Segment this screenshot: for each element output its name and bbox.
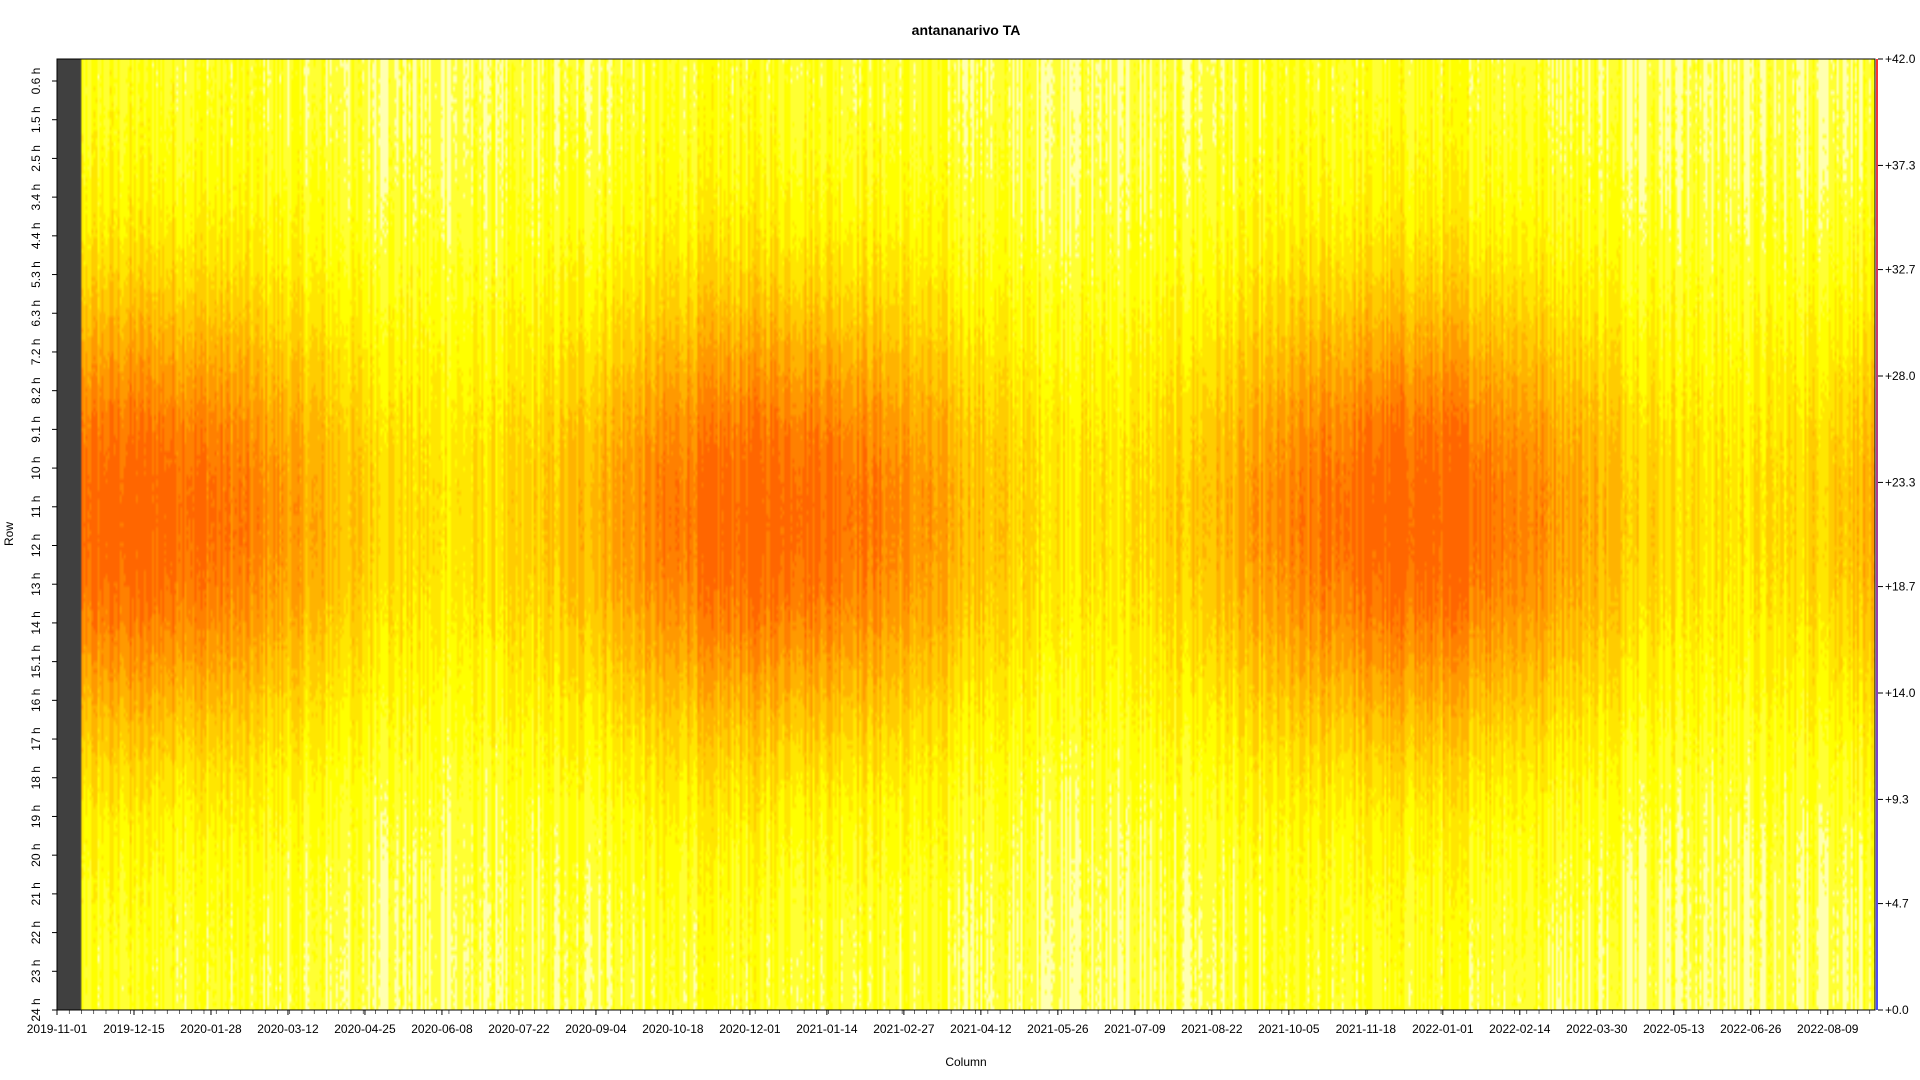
colorbar	[1876, 59, 1878, 1010]
colorbar-tick-label: +9.3	[1885, 792, 1909, 806]
colorbar-axis: +0.0 +4.7 +9.3 +14.0 +18.7 +23.3 +28.0 +32.7 +37…	[1878, 52, 1916, 1017]
x-tick-label: 2021-08-22	[1181, 1022, 1243, 1036]
y-tick-label: 22 h	[29, 921, 43, 944]
chart-title: antananarivo TA	[912, 22, 1021, 38]
x-tick-label: 2020-12-01	[719, 1022, 781, 1036]
colorbar-tick-label: +32.7	[1885, 263, 1916, 277]
y-tick-label: 23 h	[29, 960, 43, 983]
y-axis-label: Row	[2, 522, 16, 546]
x-tick-label: 2022-03-30	[1566, 1022, 1628, 1036]
x-tick-label: 2022-01-01	[1412, 1022, 1474, 1036]
y-tick-label: 8.2 h	[29, 377, 43, 404]
y-tick-label: 1.5 h	[29, 106, 43, 133]
x-tick-label: 2021-02-27	[873, 1022, 935, 1036]
y-tick-label: 18 h	[29, 766, 43, 789]
y-tick-label: 21 h	[29, 882, 43, 905]
colorbar-tick-label: +23.3	[1885, 475, 1916, 489]
x-tick-label: 2020-06-08	[411, 1022, 473, 1036]
x-axis-label: Column	[945, 1055, 986, 1069]
x-tick-label: 2022-08-09	[1797, 1022, 1859, 1036]
plot-border	[56, 58, 1876, 1011]
colorbar-tick-label: +37.3	[1885, 158, 1916, 172]
y-tick-label: 9.1 h	[29, 416, 43, 443]
x-tick-label: 2021-11-18	[1336, 1022, 1397, 1036]
x-tick-label: 2020-01-28	[180, 1022, 242, 1036]
colorbar-tick-label: +0.0	[1885, 1003, 1909, 1017]
y-axis: 0.6 h 1.5 h 2.5 h 3.4 h 4.4 h 5.3 h 6.3 h 7.2 h…	[29, 68, 57, 1022]
y-tick-label: 24 h	[29, 998, 43, 1021]
colorbar-tick-label: +4.7	[1885, 897, 1909, 911]
x-axis: 2019-11-01 2019-12-15 2020-01-28 2020-03-12…	[27, 1010, 1871, 1036]
y-tick-label: 13 h	[29, 573, 43, 596]
x-tick-label: 2019-11-01	[27, 1022, 88, 1036]
y-tick-label: 0.6 h	[29, 68, 43, 95]
x-tick-label: 2021-01-14	[796, 1022, 858, 1036]
y-tick-label: 16 h	[29, 689, 43, 712]
colorbar-tick-label: +28.0	[1885, 369, 1916, 383]
x-tick-label: 2022-02-14	[1489, 1022, 1551, 1036]
y-tick-label: 14 h	[29, 611, 43, 634]
y-tick-label: 7.2 h	[29, 339, 43, 366]
y-tick-label: 4.4 h	[29, 222, 43, 249]
x-tick-label: 2021-04-12	[950, 1022, 1012, 1036]
x-tick-label: 2021-10-05	[1258, 1022, 1320, 1036]
y-tick-label: 5.3 h	[29, 261, 43, 288]
x-tick-label: 2020-10-18	[642, 1022, 704, 1036]
x-tick-label: 2021-07-09	[1104, 1022, 1166, 1036]
y-tick-label: 15.1 h	[29, 645, 43, 678]
y-tick-label: 2.5 h	[29, 145, 43, 172]
x-tick-label: 2021-05-26	[1027, 1022, 1089, 1036]
heatmap-plot-area	[57, 59, 1875, 1010]
y-tick-label: 17 h	[29, 727, 43, 750]
colorbar-tick-label: +18.7	[1885, 580, 1916, 594]
x-tick-label: 2020-09-04	[565, 1022, 627, 1036]
x-tick-label: 2020-04-25	[334, 1022, 396, 1036]
y-tick-label: 11 h	[29, 496, 43, 518]
y-tick-label: 3.4 h	[29, 184, 43, 211]
y-tick-label: 6.3 h	[29, 300, 43, 327]
x-tick-label: 2019-12-15	[103, 1022, 165, 1036]
y-tick-label: 19 h	[29, 805, 43, 828]
x-tick-label: 2020-07-22	[488, 1022, 550, 1036]
y-tick-label: 12 h	[29, 534, 43, 557]
x-tick-label: 2022-05-13	[1643, 1022, 1705, 1036]
x-tick-label: 2022-06-26	[1720, 1022, 1782, 1036]
colorbar-tick-label: +42.0	[1885, 52, 1916, 66]
x-tick-label: 2020-03-12	[257, 1022, 319, 1036]
y-tick-label: 20 h	[29, 843, 43, 866]
colorbar-tick-label: +14.0	[1885, 686, 1916, 700]
y-tick-label: 10 h	[29, 456, 43, 479]
